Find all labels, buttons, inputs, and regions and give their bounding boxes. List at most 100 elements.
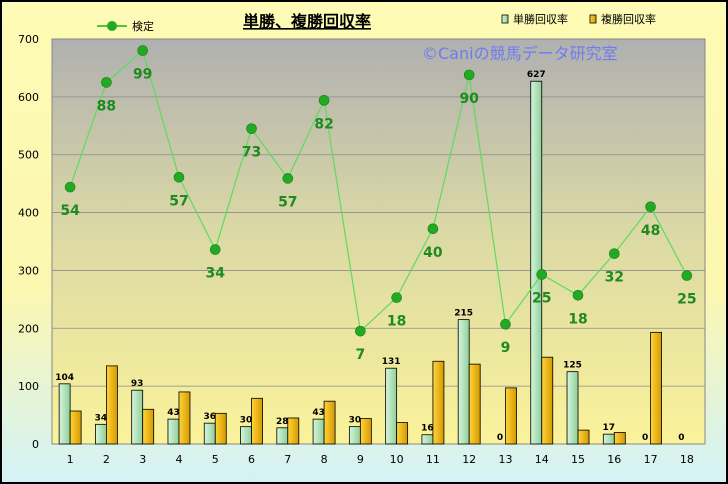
line-point-label: 90 [459,91,479,107]
line-point-label: 54 [60,203,80,219]
x-tick-label: 4 [175,453,182,466]
line-point [246,123,257,134]
bar-place [541,356,554,445]
x-tick-label: 14 [535,453,549,466]
bar-place [505,387,517,445]
bar-win [240,426,252,445]
bar-win-label: 0 [497,433,503,443]
y-tick-label: 300 [18,264,39,277]
line-point [137,45,148,56]
bar-win [602,433,615,445]
x-tick-label: 10 [390,453,404,466]
bar-win-label: 28 [276,417,289,427]
chart-title: 単勝、複勝回収率 [243,12,371,31]
line-point-label: 18 [387,314,406,330]
x-tick-label: 9 [357,453,364,466]
line-point-label: 57 [169,193,188,209]
bar-win [421,434,434,445]
x-tick-label: 16 [607,453,621,466]
bar-win-label: 30 [240,416,253,426]
bar-place [468,363,481,445]
bar-win-label: 627 [527,70,546,80]
x-tick-label: 8 [321,453,328,466]
x-tick-label: 7 [284,453,291,466]
bar-win-label: 93 [131,379,144,389]
bar-win-label: 215 [454,309,473,319]
x-tick-label: 5 [212,453,219,466]
bar-win [276,427,289,445]
x-tick-label: 6 [248,453,255,466]
x-tick-label: 1 [67,453,74,466]
line-point-label: 57 [278,194,297,210]
line-point-label: 25 [677,292,696,308]
legend-label-place: 複勝回収率 [601,12,656,26]
line-point [64,181,76,193]
bar-place [577,429,590,445]
line-point-label: 7 [355,347,365,363]
bar-win [312,418,325,445]
line-point-label: 48 [641,223,660,239]
bar-place [106,365,118,445]
x-tick-label: 2 [103,453,110,466]
bar-win [530,80,543,445]
line-point [572,290,584,301]
bar-win [167,418,180,445]
x-tick-label: 18 [680,453,694,466]
bar-win-label: 131 [382,357,401,367]
line-point-label: 99 [133,67,152,83]
x-tick-label: 11 [426,453,440,466]
line-point-label: 18 [568,311,587,327]
line-point [101,77,112,88]
bar-win [131,389,144,445]
line-point [209,244,221,255]
line-point-label: 9 [501,340,511,356]
legend-bar1-swatch [501,14,509,24]
line-point-label: 73 [242,145,261,161]
bar-win [385,367,398,445]
bar-win [348,426,361,445]
y-tick-label: 700 [18,33,39,46]
line-point [391,292,402,303]
bar-place [142,408,155,445]
line-point [500,318,511,330]
bar-place [359,418,372,445]
line-point [355,325,366,337]
bar-place [69,410,82,445]
bar-win-label: 17 [603,423,616,433]
line-point [536,269,548,280]
bar-win-label: 104 [55,373,74,383]
x-tick-label: 17 [644,453,658,466]
line-point [318,95,330,106]
line-point-label: 34 [206,266,226,282]
bar-win [566,371,579,445]
bar-place [396,422,409,445]
bar-place [613,432,626,445]
bar-place [287,417,300,445]
line-point [681,270,693,281]
x-tick-label: 13 [498,453,512,466]
bar-win [457,319,470,445]
legend-bar2-swatch [589,14,597,24]
line-kentei [69,49,688,333]
y-tick-label: 100 [18,380,39,393]
bar-place [178,391,191,445]
line-point-label: 88 [97,98,116,114]
line-point [463,69,475,81]
legend-label-kentei: 検定 [132,19,154,33]
line-point-label: 32 [605,270,624,286]
bar-win-label: 43 [312,408,325,418]
bar-win-label: 34 [95,413,108,423]
bar-win [203,422,216,445]
bar-win-label: 0 [678,433,684,443]
y-tick-label: 400 [18,207,39,220]
line-point [609,248,620,259]
bar-win-label: 36 [203,412,216,422]
bar-place [251,397,263,445]
legend-line-marker [107,21,117,31]
line-point [173,171,185,183]
line-point-label: 40 [423,245,443,261]
y-tick-label: 200 [18,322,39,335]
y-tick-label: 0 [32,438,39,451]
bar-place [323,400,336,445]
